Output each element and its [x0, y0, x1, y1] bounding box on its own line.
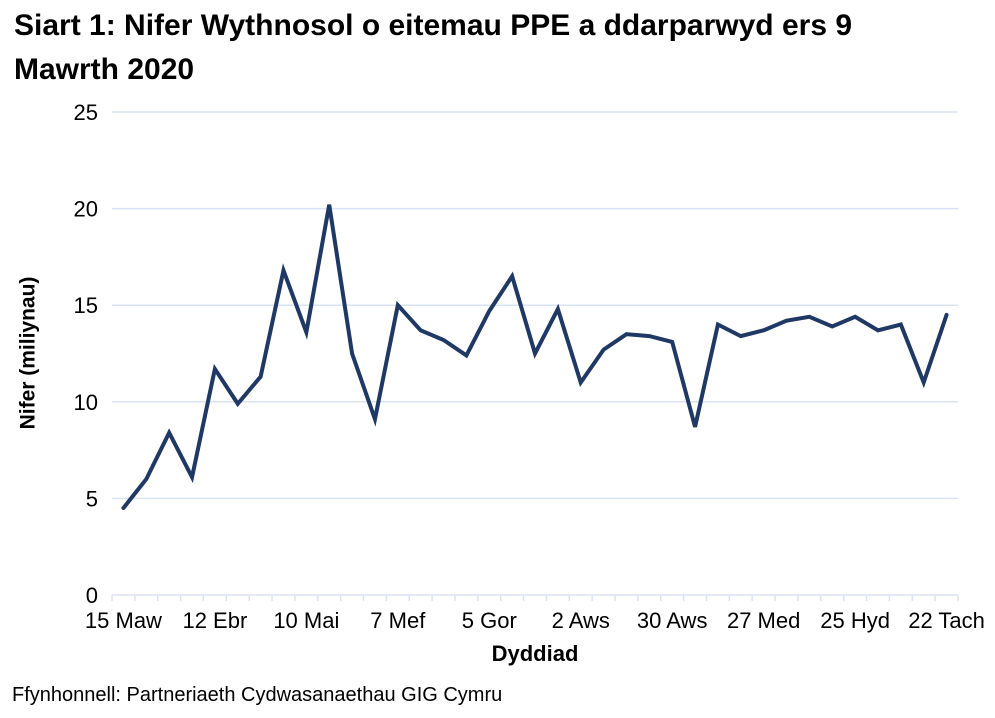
- data-series-line: [121, 204, 949, 511]
- y-tick-label: 5: [86, 486, 98, 511]
- x-tick-label: 27 Med: [727, 608, 800, 633]
- y-tick-label: 10: [74, 390, 98, 415]
- x-tick-label: 22 Tach: [908, 608, 985, 633]
- x-tick-label: 2 Aws: [552, 608, 610, 633]
- y-tick-label: 15: [74, 293, 98, 318]
- y-tick-label: 20: [74, 197, 98, 222]
- x-axis-title: Dyddiad: [491, 641, 579, 666]
- x-tick-label: 5 Gor: [462, 608, 517, 633]
- y-tick-label: 0: [86, 583, 98, 608]
- x-tick-label: 10 Mai: [273, 608, 339, 633]
- x-tick-label: 12 Ebr: [182, 608, 247, 633]
- y-tick-label: 25: [74, 100, 98, 125]
- x-tick-label: 30 Aws: [637, 608, 708, 633]
- x-tick-label: 25 Hyd: [820, 608, 890, 633]
- x-tick-label: 7 Mef: [370, 608, 426, 633]
- x-tick-label: 15 Maw: [85, 608, 162, 633]
- chart-title: Siart 1: Nifer Wythnosol o eitemau PPE a…: [14, 9, 853, 86]
- source-note: Ffynhonnell: Partneriaeth Cydwasanaethau…: [12, 684, 503, 706]
